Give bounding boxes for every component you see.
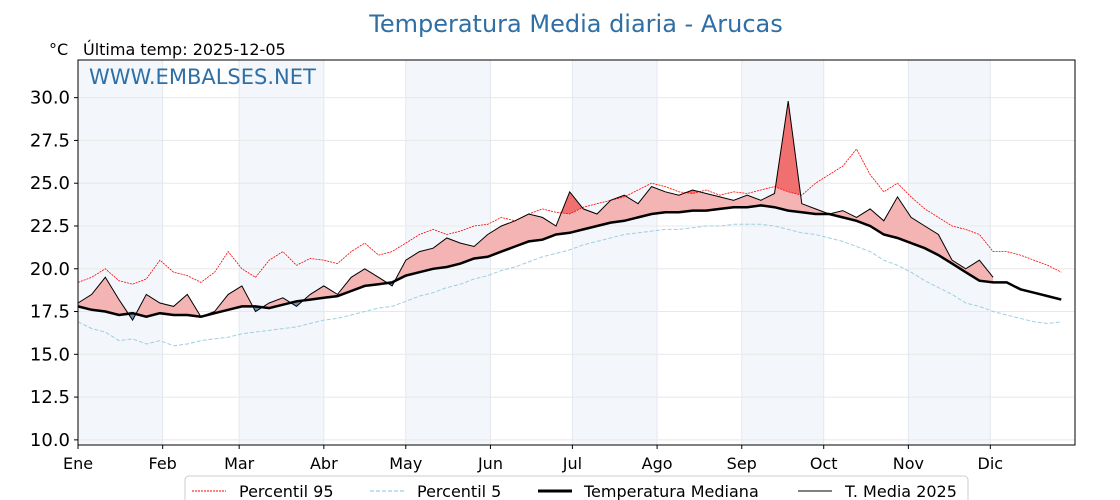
x-tick-label: Abr <box>310 454 338 473</box>
legend: Percentil 95 Percentil 5 Temperatura Med… <box>184 475 969 500</box>
legend-t2025: T. Media 2025 <box>844 482 957 500</box>
above-p95-fill <box>78 101 994 285</box>
x-tick-label: Ago <box>642 454 673 473</box>
legend-p95: Percentil 95 <box>239 482 334 500</box>
y-axis-unit: °C <box>49 40 68 59</box>
month-band <box>741 60 824 445</box>
y-tick-label: 15.0 <box>30 344 70 365</box>
x-tick-label: Mar <box>224 454 255 473</box>
x-tick-label: Ene <box>63 454 93 473</box>
legend-median: Temperatura Mediana <box>583 482 759 500</box>
above-median-fill <box>78 101 994 317</box>
watermark: WWW.EMBALSES.NET <box>89 65 316 89</box>
x-tick-label: Jul <box>562 454 582 473</box>
month-band <box>908 60 991 445</box>
percentile-5-line <box>77 223 1062 347</box>
t-media-2025-line <box>77 101 994 322</box>
y-tick-label: 25.0 <box>30 173 70 194</box>
month-band <box>78 60 163 445</box>
month-band <box>572 60 658 445</box>
plot-frame <box>77 59 1076 446</box>
y-tick-label: 22.5 <box>30 216 70 237</box>
x-tick-label: Oct <box>810 454 838 473</box>
chart-title: Temperatura Media diaria - Arucas <box>368 10 783 38</box>
y-tick-label: 10.0 <box>30 430 70 451</box>
legend-p5: Percentil 5 <box>417 482 501 500</box>
x-tick-label: Sep <box>727 454 757 473</box>
y-tick-label: 20.0 <box>30 259 70 280</box>
last-temp-label: Última temp: 2025-12-05 <box>83 40 286 59</box>
x-tick-label: May <box>389 454 422 473</box>
x-tick-label: Dic <box>978 454 1004 473</box>
below-median-fill <box>78 205 994 321</box>
y-tick-label: 27.5 <box>30 130 70 151</box>
x-tick-label: Jun <box>477 454 503 473</box>
legend-box <box>184 475 969 500</box>
y-tick-label: 30.0 <box>30 88 70 109</box>
percentile-95-line <box>77 148 1062 285</box>
y-tick-label: 12.5 <box>30 387 70 408</box>
x-tick-label: Feb <box>149 454 177 473</box>
y-tick-label: 17.5 <box>30 302 70 323</box>
median-line <box>77 204 1062 318</box>
x-tick-label: Nov <box>893 454 924 473</box>
